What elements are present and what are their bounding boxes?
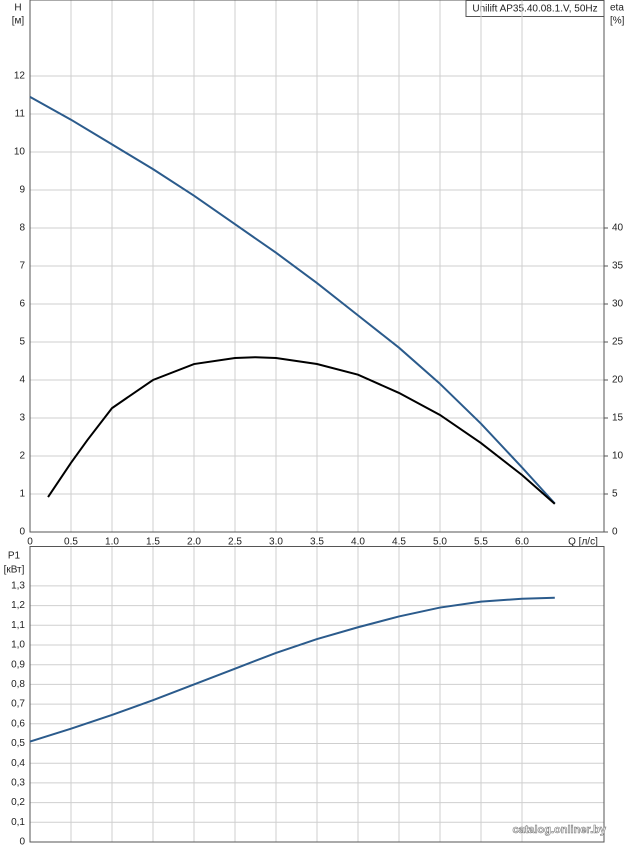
x-tick-label: 5.0 <box>433 537 447 548</box>
y-tick-label: 0,7 <box>11 699 25 710</box>
y2-tick-label: 10 <box>612 451 624 462</box>
y-tick-label: 1,3 <box>11 581 25 592</box>
y-label: P1 <box>8 551 21 562</box>
watermark: catalog.onliner.by <box>512 824 606 836</box>
y-tick-label: 5 <box>19 337 25 348</box>
y-tick-label: 1,2 <box>11 600 25 611</box>
y-tick-label: 2 <box>19 451 25 462</box>
y-tick-label: 0,6 <box>11 718 25 729</box>
chart-title: Unilift AP35.40.08.1.V, 50Hz <box>472 4 597 15</box>
curve <box>29 96 556 505</box>
y-tick-label: 0,1 <box>11 817 25 828</box>
y-tick-label: 1,0 <box>11 640 25 651</box>
plot-frame <box>29 0 605 533</box>
x-tick-label: 6.0 <box>515 537 529 548</box>
plot-frame <box>29 546 605 843</box>
y2-tick-label: 20 <box>612 375 624 386</box>
y-tick-label: 7 <box>19 261 25 272</box>
y-tick-label: 0 <box>19 837 25 848</box>
y-tick-label: 0,8 <box>11 679 25 690</box>
x-tick-label: 3.0 <box>269 537 283 548</box>
x-tick-label: 3.5 <box>310 537 324 548</box>
y2-label: eta <box>610 3 624 14</box>
x-tick-label: 5.5 <box>474 537 488 548</box>
y-unit: [кВт] <box>4 565 25 576</box>
y2-tick-label: 35 <box>612 261 624 272</box>
y-tick-label: 10 <box>14 147 26 158</box>
y-tick-label: 11 <box>15 109 26 120</box>
x-tick-label: 2.5 <box>228 537 242 548</box>
x-tick-label: 0.5 <box>64 537 78 548</box>
y-label: H <box>14 3 21 14</box>
curve <box>47 356 556 505</box>
y2-tick-label: 5 <box>612 489 618 500</box>
x-tick-label: 0 <box>27 537 33 548</box>
y-tick-label: 0,9 <box>11 659 25 670</box>
y2-unit: [%] <box>610 16 625 27</box>
y-tick-label: 9 <box>19 185 25 196</box>
y-tick-label: 12 <box>14 71 26 82</box>
y-tick-label: 0,3 <box>11 778 25 789</box>
x-tick-label: 4.0 <box>351 537 365 548</box>
curve <box>29 596 555 743</box>
y-tick-label: 0,5 <box>11 738 25 749</box>
x-label: Q [л/с] <box>568 537 598 548</box>
x-tick-label: 2.0 <box>187 537 201 548</box>
y-tick-label: 4 <box>19 375 25 386</box>
y-tick-label: 1,1 <box>11 620 25 631</box>
x-tick-label: 1.5 <box>146 537 160 548</box>
y2-tick-label: 30 <box>612 299 624 310</box>
y2-tick-label: 40 <box>612 223 624 234</box>
y2-tick-label: 15 <box>612 413 624 424</box>
y-tick-label: 8 <box>19 223 25 234</box>
x-tick-label: 4.5 <box>392 537 406 548</box>
x-tick-label: 1.0 <box>105 537 119 548</box>
y-tick-label: 3 <box>19 413 25 424</box>
y-tick-label: 0 <box>19 527 25 538</box>
y-unit: [м] <box>12 16 25 27</box>
y2-tick-label: 0 <box>612 527 618 538</box>
y-tick-label: 0,2 <box>11 797 25 808</box>
y-tick-label: 0,4 <box>11 758 25 769</box>
y-tick-label: 6 <box>19 299 25 310</box>
y-tick-label: 1 <box>19 489 25 500</box>
y2-tick-label: 25 <box>612 337 624 348</box>
